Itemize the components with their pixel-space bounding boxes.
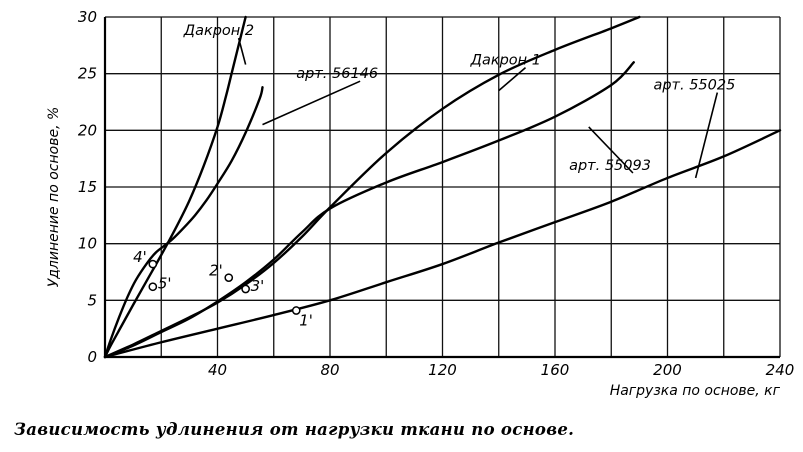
series-line-4	[103, 61, 635, 359]
point-marker-5	[148, 282, 158, 292]
y-tick-label: 10	[78, 235, 97, 253]
series-leader-3	[498, 66, 527, 92]
point-markers: 1' 2' 3' 4' 5'	[133, 248, 313, 329]
y-tick-label: 20	[78, 121, 97, 139]
series-leader-5	[694, 92, 719, 179]
grid	[105, 16, 781, 357]
series-line-2	[103, 86, 264, 359]
point-marker-3	[241, 284, 250, 294]
x-tick-label: 120	[428, 361, 457, 379]
point-label-3: 3'	[251, 277, 265, 295]
point-marker-1	[291, 306, 301, 315]
series-leader-1	[237, 37, 247, 65]
tick-labels: 0 5 10 15 20 25 30 40 80 120 160 200 240	[78, 8, 794, 379]
point-label-1: 1'	[299, 312, 313, 330]
x-tick-label: 80	[320, 361, 339, 379]
point-label-2: 2'	[209, 262, 223, 280]
series-leader-4	[588, 126, 634, 174]
x-tick-label: 200	[653, 361, 682, 379]
y-tick-label: 0	[87, 348, 97, 366]
point-label-5: 5'	[158, 275, 172, 293]
point-marker-4	[148, 259, 158, 269]
series-lines	[103, 15, 782, 359]
point-marker-2	[224, 273, 234, 283]
x-axis-label: Нагрузка по основе, кг	[610, 383, 781, 399]
series-line-5	[103, 129, 782, 359]
series-label-3: Дакрон 1	[470, 53, 541, 69]
series-leader-2	[262, 80, 361, 126]
series-label-5: арт. 55025	[653, 78, 735, 94]
y-tick-label: 5	[87, 291, 97, 309]
series-line-1	[103, 15, 247, 359]
y-axis-label: Удлинение по основе, %	[46, 107, 62, 288]
series-label-4: арт. 55093	[569, 158, 651, 174]
x-tick-label: 240	[766, 361, 795, 379]
axes	[103, 17, 780, 359]
x-tick-label: 40	[208, 361, 227, 379]
figure-caption: Зависимость удлинения от нагрузки ткани …	[14, 420, 575, 439]
y-tick-label: 15	[78, 178, 97, 196]
series-labels: Дакрон 2 арт. 56146 Дакрон 1 арт. 55093 арт.…	[183, 23, 735, 179]
x-tick-label: 160	[541, 361, 570, 379]
series-label-1: Дакрон 2	[183, 23, 254, 39]
y-tick-label: 30	[78, 8, 97, 26]
point-label-4: 4'	[133, 248, 147, 266]
y-tick-label: 25	[78, 65, 97, 83]
series-label-2: арт. 56146	[296, 66, 378, 82]
